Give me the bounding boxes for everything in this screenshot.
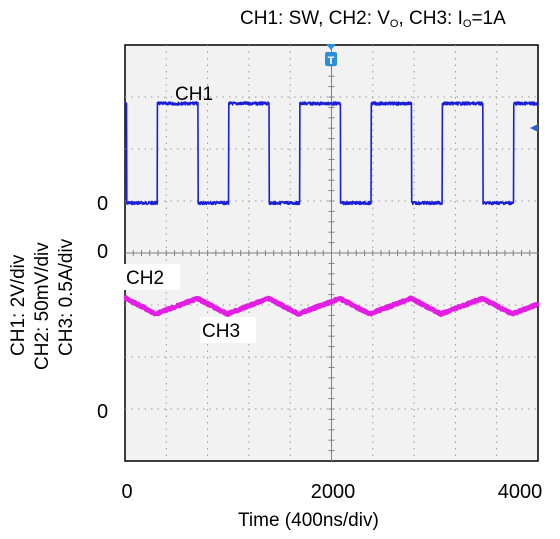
- title-part: , CH3: I: [398, 8, 463, 29]
- title-subscript: O: [462, 18, 472, 30]
- trigger-marker: [326, 44, 336, 50]
- title-part: CH1: SW, CH2: V: [240, 8, 390, 29]
- series-ch3-trace: [123, 295, 540, 318]
- x-tick-label: 2000: [311, 481, 356, 503]
- level-marker-icon: [530, 124, 538, 132]
- ch1-series-label: CH1: [175, 84, 213, 105]
- ch1-zero-label: 0: [97, 193, 108, 215]
- x-axis-label: Time (400ns/div): [238, 510, 379, 531]
- x-tick-label: 0: [121, 481, 132, 503]
- ch3-zero-label: 0: [97, 401, 108, 423]
- trigger-marker-box: [325, 52, 337, 66]
- trigger-marker-label: T: [328, 55, 335, 67]
- y-axis-labels: CH1: 2V/div CH2: 50mV/div CH3: 0.5A/div: [6, 160, 98, 390]
- y-label-ch1: CH1: 2V/div: [8, 254, 29, 356]
- ch2-zero-label: 0: [97, 241, 108, 263]
- title-part: =1A: [471, 8, 506, 29]
- plot-grid: [125, 45, 538, 461]
- y-label-ch3: CH3: 0.5A/div: [56, 238, 77, 356]
- title-subscript: O: [389, 18, 399, 30]
- series-ch1-trace: [124, 101, 539, 206]
- chart-title: CH1: SW, CH2: VO, CH3: IO=1A: [240, 8, 506, 30]
- traces: [123, 101, 540, 318]
- ch2-series-label: CH2: [126, 268, 164, 289]
- ch3-series-label: CH3: [202, 321, 240, 342]
- ch3-label-bg: [200, 317, 256, 343]
- ch2-label-bg: [124, 264, 180, 290]
- y-label-ch2: CH2: 50mV/div: [32, 242, 53, 370]
- x-tick-label: 4000: [498, 481, 543, 503]
